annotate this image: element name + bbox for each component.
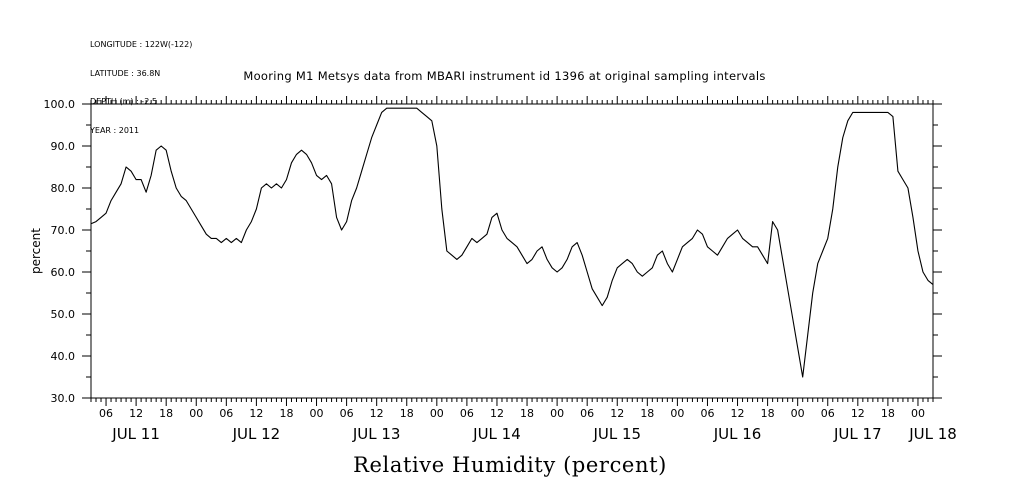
x-hour-label: 00 — [189, 407, 203, 420]
x-hour-label: 12 — [129, 407, 143, 420]
x-hour-label: 00 — [310, 407, 324, 420]
y-tick-label: 30.0 — [51, 392, 76, 405]
x-hour-label: 12 — [610, 407, 624, 420]
x-hour-label: 06 — [219, 407, 233, 420]
x-hour-label: 00 — [791, 407, 805, 420]
x-hour-label: 06 — [580, 407, 594, 420]
x-hour-label: 06 — [700, 407, 714, 420]
x-hour-label: 18 — [640, 407, 654, 420]
x-day-label: JUL 15 — [592, 425, 641, 443]
humidity-series-line — [90, 107, 934, 378]
latitude-label: LATITUDE : 36.8N — [90, 68, 161, 78]
x-day-label: JUL 11 — [111, 425, 160, 443]
x-hour-label: 00 — [550, 407, 564, 420]
x-day-label: JUL 16 — [713, 425, 762, 443]
x-hour-label: 06 — [99, 407, 113, 420]
axis-ticks — [82, 96, 942, 406]
chart-title: Mooring M1 Metsys data from MBARI instru… — [243, 69, 766, 83]
x-hour-label: 18 — [761, 407, 775, 420]
x-day-label: JUL 14 — [472, 425, 521, 443]
x-hour-label: 18 — [881, 407, 895, 420]
x-hour-label: 06 — [340, 407, 354, 420]
x-hour-label: 12 — [851, 407, 865, 420]
x-day-label: JUL 18 — [908, 425, 957, 443]
y-tick-label: 60.0 — [51, 266, 76, 279]
plot-frame — [90, 103, 934, 399]
year-label: YEAR : 2011 — [90, 125, 140, 135]
y-tick-label: 40.0 — [51, 350, 76, 363]
x-hour-label: 06 — [460, 407, 474, 420]
y-tick-label: 100.0 — [44, 98, 76, 111]
x-day-label: JUL 12 — [232, 425, 281, 443]
y-axis-label: percent — [29, 228, 43, 274]
x-hour-label: 00 — [670, 407, 684, 420]
x-hour-label: 12 — [370, 407, 384, 420]
x-hour-label: 18 — [400, 407, 414, 420]
x-hour-label: 12 — [249, 407, 263, 420]
x-hour-label: 12 — [731, 407, 745, 420]
x-axis-label: Relative Humidity (percent) — [353, 453, 667, 477]
x-hour-label: 00 — [430, 407, 444, 420]
x-hour-label: 18 — [520, 407, 534, 420]
axis-labels: 30.0 40.0 50.0 60.0 70.0 80.0 90.0 100.0 06 12 18 0… — [44, 98, 957, 443]
y-tick-label: 90.0 — [51, 140, 76, 153]
x-hour-label: 00 — [911, 407, 925, 420]
x-hour-label: 18 — [279, 407, 293, 420]
x-hour-label: 18 — [159, 407, 173, 420]
x-day-label: JUL 13 — [352, 425, 401, 443]
x-day-label: JUL 17 — [833, 425, 882, 443]
y-tick-label: 50.0 — [51, 308, 76, 321]
y-tick-label: 80.0 — [51, 182, 76, 195]
longitude-label: LONGITUDE : 122W(-122) — [90, 40, 193, 49]
x-hour-label: 06 — [821, 407, 835, 420]
x-hour-label: 12 — [490, 407, 504, 420]
y-tick-label: 70.0 — [51, 224, 76, 237]
